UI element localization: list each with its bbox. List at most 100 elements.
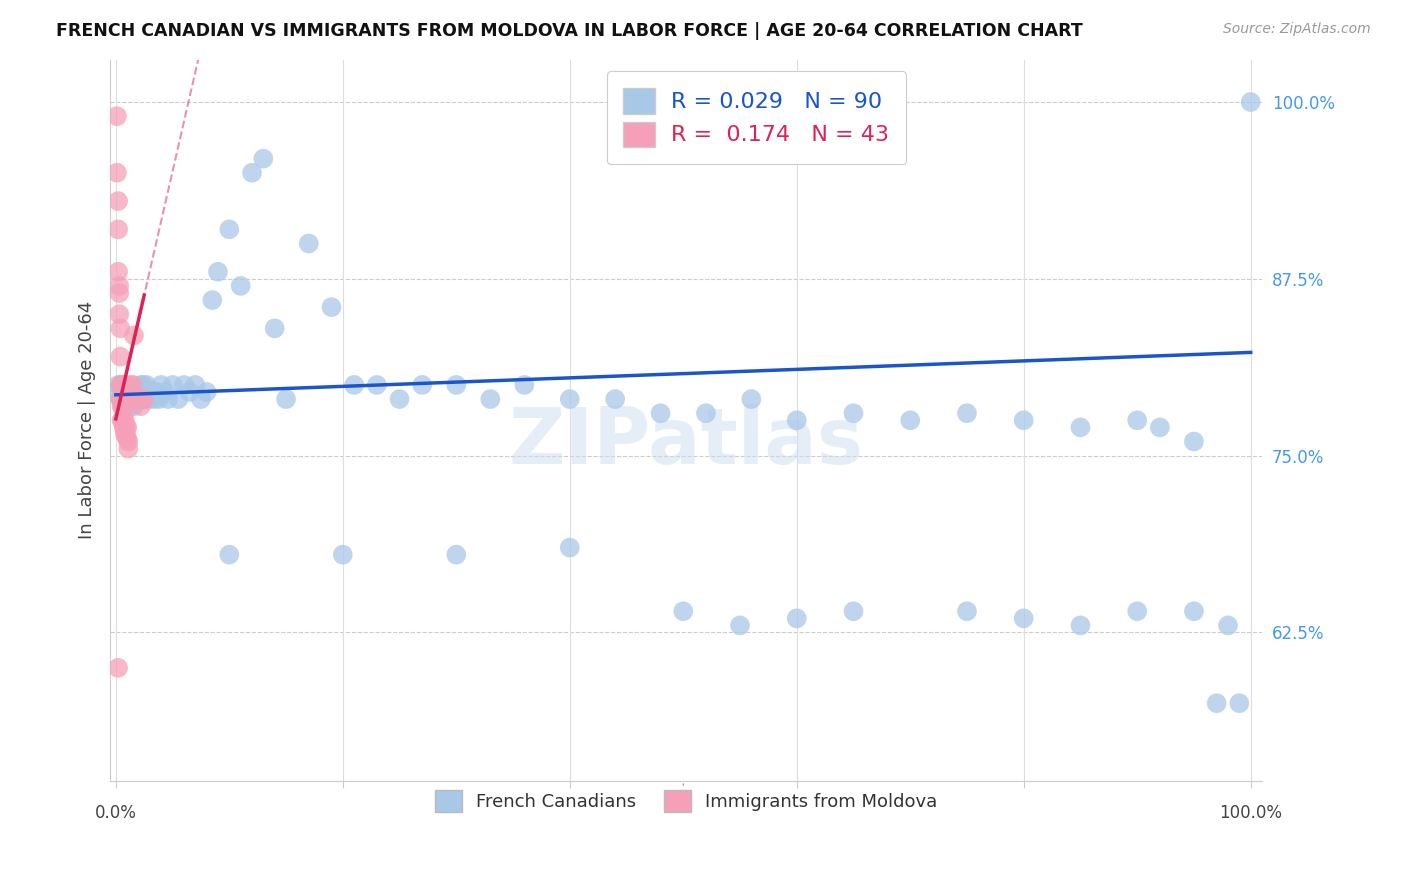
Point bbox=[605, 392, 627, 406]
Point bbox=[298, 236, 321, 251]
Point bbox=[207, 265, 229, 279]
Point bbox=[110, 392, 132, 406]
Point bbox=[184, 378, 207, 392]
Point bbox=[956, 406, 979, 420]
Point bbox=[513, 378, 536, 392]
Point bbox=[121, 392, 143, 406]
Point bbox=[252, 152, 274, 166]
Point bbox=[134, 392, 156, 406]
Point bbox=[114, 384, 136, 399]
Point bbox=[111, 399, 134, 413]
Point bbox=[128, 384, 150, 399]
Point bbox=[117, 442, 139, 456]
Point bbox=[115, 392, 138, 406]
Point bbox=[108, 307, 131, 321]
Point bbox=[162, 378, 184, 392]
Point bbox=[110, 378, 132, 392]
Point bbox=[117, 384, 139, 399]
Point bbox=[122, 399, 145, 413]
Point bbox=[120, 378, 142, 392]
Point bbox=[1182, 434, 1205, 449]
Point bbox=[332, 548, 354, 562]
Point bbox=[127, 392, 149, 406]
Point bbox=[111, 392, 134, 406]
Point bbox=[110, 378, 132, 392]
Point bbox=[115, 420, 138, 434]
Point bbox=[446, 378, 468, 392]
Point bbox=[107, 265, 129, 279]
Point bbox=[136, 384, 159, 399]
Point bbox=[446, 548, 468, 562]
Point bbox=[148, 392, 170, 406]
Point bbox=[114, 420, 136, 434]
Point bbox=[110, 392, 132, 406]
Point bbox=[115, 420, 138, 434]
Point bbox=[1069, 420, 1091, 434]
Point bbox=[1216, 618, 1239, 632]
Point bbox=[114, 413, 136, 427]
Legend: French Canadians, Immigrants from Moldova: French Canadians, Immigrants from Moldov… bbox=[420, 775, 952, 826]
Point bbox=[218, 222, 240, 236]
Point bbox=[112, 409, 135, 423]
Point bbox=[240, 166, 263, 180]
Point bbox=[105, 109, 128, 123]
Point bbox=[131, 392, 153, 406]
Point bbox=[108, 285, 131, 300]
Point bbox=[740, 392, 762, 406]
Point bbox=[108, 384, 131, 399]
Point bbox=[558, 541, 581, 555]
Point bbox=[114, 427, 136, 442]
Point bbox=[366, 378, 388, 392]
Point bbox=[167, 392, 190, 406]
Point bbox=[786, 611, 808, 625]
Point bbox=[274, 392, 297, 406]
Point bbox=[118, 392, 141, 406]
Point bbox=[157, 392, 180, 406]
Point bbox=[125, 392, 148, 406]
Point bbox=[115, 378, 138, 392]
Point bbox=[107, 222, 129, 236]
Point bbox=[411, 378, 433, 392]
Point bbox=[127, 384, 149, 399]
Point bbox=[110, 350, 132, 364]
Point bbox=[107, 194, 129, 208]
Point bbox=[134, 392, 156, 406]
Point bbox=[1149, 420, 1171, 434]
Point bbox=[121, 378, 143, 392]
Point bbox=[195, 384, 218, 399]
Point bbox=[121, 392, 143, 406]
Point bbox=[134, 384, 156, 399]
Point bbox=[321, 300, 343, 314]
Text: Source: ZipAtlas.com: Source: ZipAtlas.com bbox=[1223, 22, 1371, 37]
Point bbox=[110, 399, 132, 413]
Point bbox=[145, 384, 167, 399]
Point bbox=[786, 413, 808, 427]
Point bbox=[135, 378, 157, 392]
Point bbox=[1012, 413, 1035, 427]
Point bbox=[1227, 696, 1250, 710]
Point bbox=[842, 604, 865, 618]
Point bbox=[128, 392, 150, 406]
Point bbox=[112, 420, 135, 434]
Point bbox=[107, 661, 129, 675]
Text: FRENCH CANADIAN VS IMMIGRANTS FROM MOLDOVA IN LABOR FORCE | AGE 20-64 CORRELATIO: FRENCH CANADIAN VS IMMIGRANTS FROM MOLDO… bbox=[56, 22, 1083, 40]
Text: ZIPatlas: ZIPatlas bbox=[509, 404, 863, 480]
Point bbox=[115, 427, 138, 442]
Point bbox=[479, 392, 502, 406]
Point bbox=[117, 434, 139, 449]
Point bbox=[121, 384, 143, 399]
Point bbox=[110, 321, 132, 335]
Point bbox=[728, 618, 751, 632]
Point bbox=[842, 406, 865, 420]
Point bbox=[139, 392, 162, 406]
Point bbox=[1182, 604, 1205, 618]
Point bbox=[898, 413, 921, 427]
Point bbox=[118, 392, 141, 406]
Point bbox=[141, 384, 163, 399]
Y-axis label: In Labor Force | Age 20-64: In Labor Force | Age 20-64 bbox=[79, 301, 96, 540]
Point bbox=[111, 384, 134, 399]
Point bbox=[1126, 604, 1149, 618]
Point bbox=[110, 392, 132, 406]
Point bbox=[388, 392, 411, 406]
Point bbox=[558, 392, 581, 406]
